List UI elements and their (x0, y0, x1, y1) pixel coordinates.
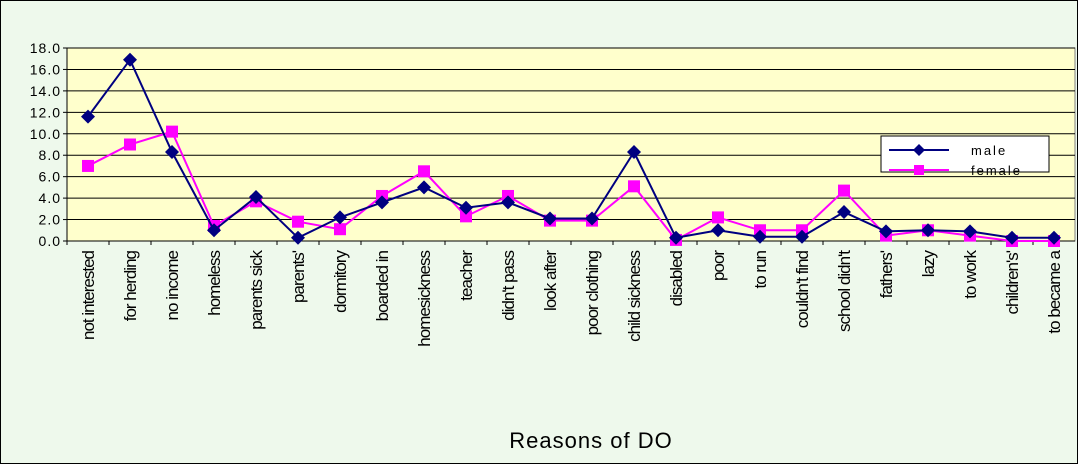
x-tick-label: parents' (289, 250, 308, 303)
x-tick-label: poor (709, 250, 728, 281)
data-point-female (292, 215, 304, 228)
y-tick-label: 2.0 (39, 212, 61, 228)
data-point-male (291, 230, 305, 245)
x-tick-label: to work (961, 250, 980, 299)
x-tick-label: for herding (121, 250, 140, 321)
x-tick-label: homesickness (415, 251, 434, 347)
x-tick-label: no income (163, 250, 182, 320)
x-tick-label: dormitory (331, 250, 350, 313)
data-point-male (207, 223, 221, 238)
data-point-male (879, 224, 893, 239)
data-point-male (753, 229, 767, 244)
x-tick-label: homeless (205, 251, 224, 316)
data-point-female (166, 125, 178, 138)
data-point-male (333, 210, 347, 225)
y-tick-label: 18.0 (30, 40, 61, 56)
data-point-male (459, 200, 473, 215)
data-point-female (334, 223, 346, 236)
y-tick-label: 16.0 (30, 61, 61, 77)
data-point-male (1047, 230, 1061, 245)
legend-marker-male (913, 144, 925, 156)
legend-marker-female (914, 165, 924, 175)
y-tick-label: 0.0 (39, 233, 61, 249)
data-point-female (628, 180, 640, 193)
y-tick-label: 6.0 (39, 169, 61, 185)
data-point-female (838, 184, 850, 197)
x-tick-label: boarded in (373, 250, 392, 321)
series-line-male (87, 57, 1054, 239)
x-tick-label: school didn't (835, 250, 854, 332)
y-tick-label: 14.0 (30, 83, 61, 99)
y-axis: 0.0 2.0 4.0 6.0 8.0 10.0 12.0 14.0 16.0 18.0 (30, 40, 68, 249)
data-point-male (543, 211, 557, 226)
x-tick-label: fathers' (877, 250, 896, 298)
y-tick-label: 10.0 (30, 126, 61, 142)
data-point-male (921, 223, 935, 238)
data-point-male (375, 195, 389, 210)
data-point-male (963, 224, 977, 239)
y-tick-label: 4.0 (39, 190, 61, 206)
data-point-male (501, 195, 515, 210)
x-axis: not interested for herding no income homele… (66, 241, 1064, 347)
x-tick-label: didn't pass (499, 251, 518, 321)
data-point-male (795, 229, 809, 244)
x-tick-label: poor clothing (583, 250, 602, 335)
data-point-male (81, 109, 95, 124)
data-point-male (711, 223, 725, 238)
data-point-female (712, 211, 724, 224)
legend-box (880, 135, 1050, 173)
x-axis-title: Reasons of DO (509, 428, 672, 453)
x-tick-label: look after (541, 250, 560, 311)
legend-label-female: female (971, 163, 1022, 178)
x-tick-label: couldn't find (793, 250, 812, 328)
x-tick-label: disabled (667, 250, 686, 306)
data-point-female (418, 165, 430, 178)
series-layer (81, 52, 1061, 247)
x-tick-label: child sickness (625, 251, 644, 342)
y-tick-label: 12.0 (30, 104, 61, 120)
data-point-female (460, 210, 472, 223)
x-tick-label: children's' (1003, 250, 1022, 314)
data-point-male (417, 180, 431, 195)
data-point-male (165, 145, 179, 160)
data-point-female (82, 159, 94, 172)
data-point-male (669, 230, 683, 245)
x-tick-label: lazy (919, 250, 938, 278)
series-line-female (87, 130, 1054, 242)
data-point-male (837, 205, 851, 220)
legend-label-male: male (971, 143, 1007, 158)
x-tick-label: not interested (79, 250, 98, 340)
legend-items: male female (889, 143, 1022, 178)
data-point-male (585, 211, 599, 226)
data-point-male (1005, 230, 1019, 245)
x-tick-label: parents sick (247, 250, 266, 330)
data-point-male (249, 190, 263, 205)
data-point-male (627, 145, 641, 160)
data-point-male (123, 52, 137, 67)
x-tick-label: teacher (457, 250, 476, 301)
x-tick-label: to run (751, 250, 770, 288)
legend: male female (880, 135, 1050, 178)
y-tick-label: 8.0 (39, 147, 61, 163)
data-point-female (124, 138, 136, 151)
x-tick-label: to became a (1045, 249, 1064, 333)
